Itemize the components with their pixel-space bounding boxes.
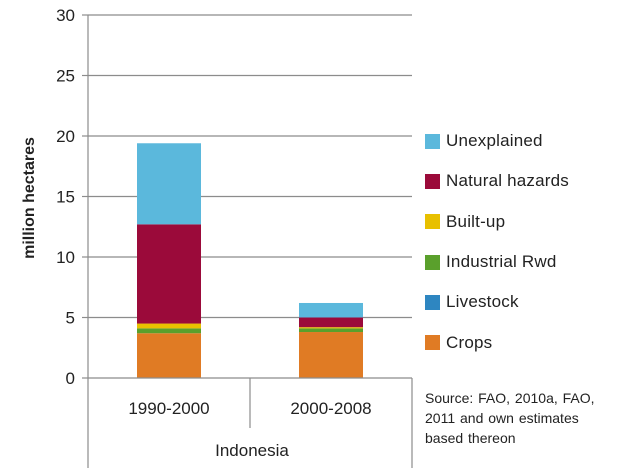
group-label: Indonesia (215, 441, 289, 460)
y-tick-label: 0 (66, 369, 75, 388)
bar-segment-industrial-rwd (137, 328, 201, 334)
legend-item: Industrial Rwd (425, 242, 569, 282)
source-note: Source: FAO, 2010a, FAO, 2011 and own es… (425, 390, 595, 446)
bar-segment-natural-hazards (137, 224, 201, 324)
legend: Unexplained Natural hazards Built-up Indust… (425, 121, 569, 363)
legend-label: Industrial Rwd (446, 252, 557, 272)
legend-item: Unexplained (425, 121, 569, 161)
legend-item: Livestock (425, 282, 569, 322)
legend-label: Livestock (446, 292, 519, 312)
legend-swatch (425, 294, 440, 310)
y-tick-label: 20 (56, 127, 75, 146)
legend-swatch (425, 335, 440, 351)
legend-label: Built-up (446, 211, 506, 231)
bar-segment-built-up (299, 327, 363, 329)
legend-item: Built-up (425, 202, 569, 242)
y-tick-label: 5 (66, 309, 75, 328)
legend-item: Crops (425, 322, 569, 362)
y-tick-label: 15 (56, 188, 75, 207)
bar-segment-unexplained (299, 302, 363, 318)
bar-segment-built-up (137, 323, 201, 329)
legend-label: Crops (446, 332, 493, 352)
legend-item: Natural hazards (425, 161, 569, 201)
y-axis-label: million hectares (21, 137, 38, 259)
x-tick-label: 2000-2008 (290, 399, 371, 418)
legend-label: Natural hazards (446, 171, 570, 191)
legend-label: Unexplained (446, 131, 543, 151)
legend-swatch (425, 133, 440, 149)
legend-swatch (425, 254, 440, 270)
y-tick-label: 25 (56, 67, 75, 86)
bars (137, 143, 363, 378)
bar-segment-industrial-rwd (299, 328, 363, 333)
bar-segment-unexplained (137, 143, 201, 225)
bar-segment-crops (299, 332, 363, 378)
x-tick-label: 1990-2000 (128, 399, 209, 418)
bar-segment-natural-hazards (299, 317, 363, 328)
y-tick-label: 30 (56, 6, 75, 25)
axes: 0 5 10 15 20 25 30 1990-2000 2000-2008 (56, 6, 413, 468)
gridlines (88, 14, 412, 319)
legend-swatch (425, 214, 440, 230)
legend-swatch (425, 173, 440, 189)
y-tick-label: 10 (56, 248, 75, 267)
bar-segment-crops (137, 333, 201, 378)
